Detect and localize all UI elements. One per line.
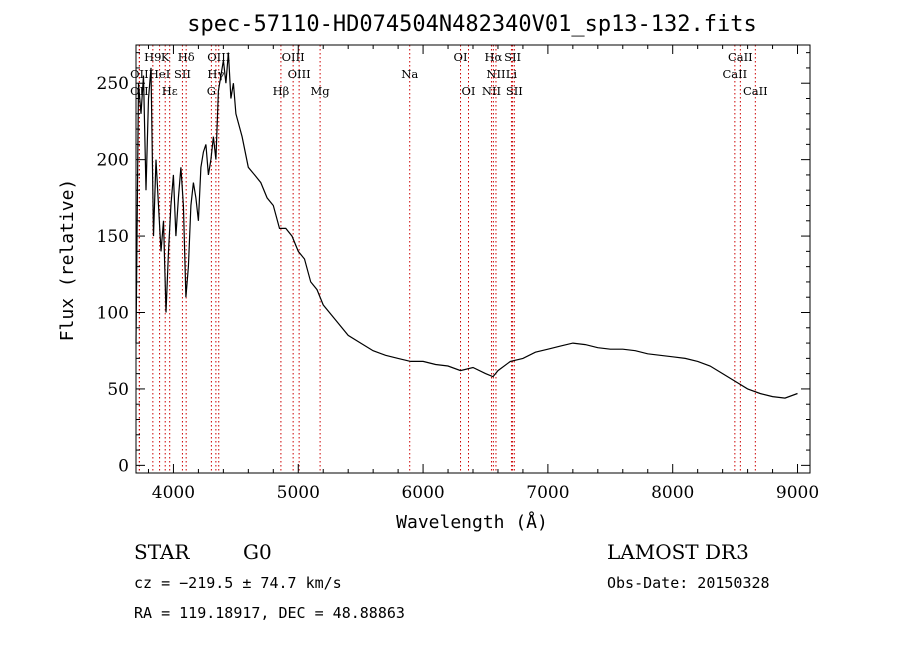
line-label: K xyxy=(161,50,170,64)
y-axis-label: Flux (relative) xyxy=(57,179,78,342)
x-axis: 4000 5000 6000 7000 8000 9000 xyxy=(147,45,819,503)
survey-name: LAMOST DR3 xyxy=(607,540,749,564)
line-label: CaII xyxy=(743,84,768,98)
x-tick-label: 9000 xyxy=(776,483,819,503)
spectrum-line xyxy=(135,52,798,399)
x-tick-label: 5000 xyxy=(277,483,320,503)
line-label: CaII xyxy=(722,67,747,81)
x-tick-label: 7000 xyxy=(526,483,569,503)
object-subclass: G0 xyxy=(243,540,272,564)
line-label: NII xyxy=(482,84,501,98)
y-tick-label: 250 xyxy=(97,74,129,94)
x-tick-label: 6000 xyxy=(401,483,444,503)
object-class: STAR xyxy=(134,540,190,564)
line-label: SII xyxy=(174,67,191,81)
line-label: H9 xyxy=(144,50,161,64)
y-axis: 0 50 100 150 200 250 xyxy=(97,52,810,476)
line-label: SII xyxy=(506,84,523,98)
plot-frame xyxy=(135,44,811,474)
line-label: HeI xyxy=(149,67,170,81)
x-tick-label: 4000 xyxy=(152,483,195,503)
line-label: OIII xyxy=(207,50,230,64)
line-label: NII xyxy=(486,67,505,81)
line-label: Hε xyxy=(162,84,178,98)
y-tick-label: 50 xyxy=(107,380,129,400)
redshift-velocity: cz = −219.5 ± 74.7 km/s xyxy=(134,574,342,592)
line-label: OIII xyxy=(282,50,305,64)
line-label: G xyxy=(207,84,216,98)
chart-title: spec-57110-HD074504N482340V01_sp13-132.f… xyxy=(187,12,757,37)
line-label: Hβ xyxy=(273,84,290,98)
coordinates: RA = 119.18917, DEC = 48.88863 xyxy=(134,604,405,622)
line-label: Li xyxy=(506,67,518,81)
line-label: SII xyxy=(504,50,521,64)
line-label: CaII xyxy=(728,50,753,64)
line-label: Na xyxy=(401,67,418,81)
emission-line-markers xyxy=(138,45,756,473)
line-label: OIII xyxy=(288,67,311,81)
line-label: Hα xyxy=(484,50,502,64)
y-tick-label: 150 xyxy=(97,227,129,247)
y-tick-label: 200 xyxy=(97,151,129,171)
y-tick-label: 0 xyxy=(118,456,129,476)
line-label: OI xyxy=(454,50,468,64)
x-tick-label: 8000 xyxy=(651,483,694,503)
y-tick-label: 100 xyxy=(97,304,129,324)
observation-date: Obs-Date: 20150328 xyxy=(607,574,770,592)
line-label: OII xyxy=(130,67,149,81)
line-label: OI xyxy=(462,84,476,98)
line-label: Hδ xyxy=(178,50,195,64)
line-label: Mg xyxy=(311,84,331,98)
x-axis-label: Wavelength (Å) xyxy=(396,511,548,533)
